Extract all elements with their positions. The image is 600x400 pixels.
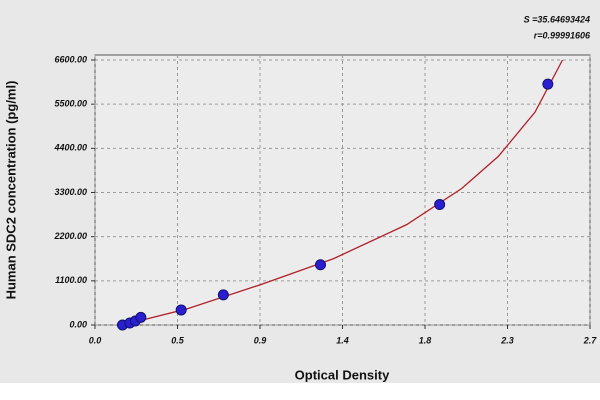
data-point bbox=[217, 289, 229, 301]
annotation: S =35.64693424 bbox=[524, 14, 590, 24]
y-tick-label: 6600.00 bbox=[54, 54, 87, 64]
y-tick-label: 3300.00 bbox=[54, 187, 87, 197]
data-point bbox=[315, 259, 326, 271]
y-axis-title: Human SDC2 concentration (pg/ml) bbox=[3, 81, 18, 300]
x-tick-label: 0.5 bbox=[171, 335, 185, 345]
annotation: r=0.99991606 bbox=[534, 30, 591, 40]
x-axis-title: Optical Density bbox=[295, 367, 390, 382]
x-tick-label: 1.8 bbox=[419, 335, 432, 345]
x-tick-label: 2.7 bbox=[583, 335, 598, 345]
data-point bbox=[135, 311, 147, 323]
y-tick-label: 5500.00 bbox=[54, 99, 87, 109]
y-tick-label: 4400.00 bbox=[53, 143, 87, 153]
data-point bbox=[434, 199, 446, 211]
x-tick-label: 0.0 bbox=[89, 335, 102, 345]
y-tick-label: 1100.00 bbox=[55, 275, 87, 285]
x-tick-label: 2.3 bbox=[500, 335, 514, 345]
y-tick-label: 2200.00 bbox=[53, 231, 87, 241]
y-tick-label: 0.00 bbox=[69, 319, 87, 329]
x-tick-label: 0.9 bbox=[254, 335, 267, 345]
fit-curve bbox=[122, 59, 564, 326]
data-point bbox=[175, 304, 187, 316]
x-tick-label: 1.4 bbox=[336, 335, 349, 345]
data-point bbox=[542, 78, 554, 90]
